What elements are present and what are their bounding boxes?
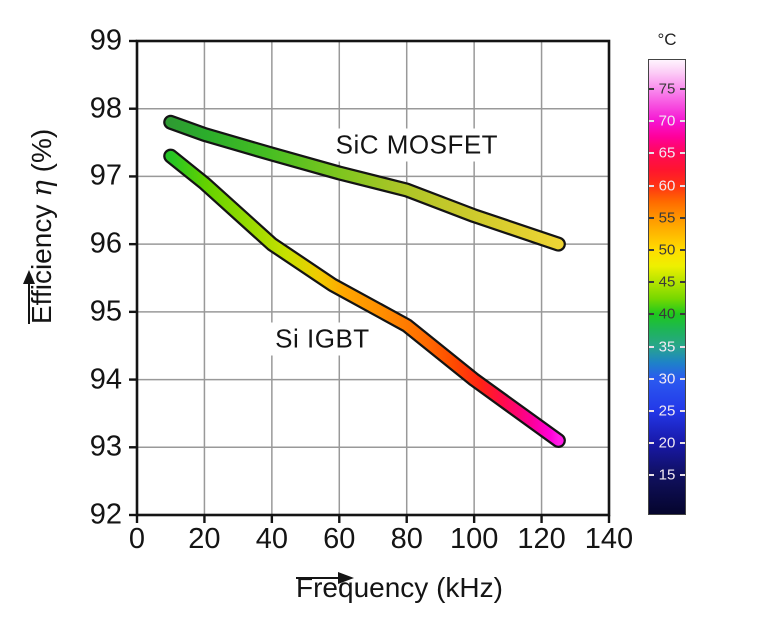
y-axis-title: Efficiency η (%) — [21, 32, 61, 324]
plot-frame — [135, 39, 611, 517]
colorbar-tick-dash — [649, 184, 654, 187]
colorbar-tick-label: 35 — [658, 338, 676, 356]
colorbar-tick-dash — [680, 120, 685, 123]
x-tick-label: 60 — [323, 523, 356, 555]
x-axis-title: Frequency (kHz) — [296, 570, 596, 606]
colorbar-tick-label: 50 — [658, 241, 676, 259]
colorbar-tick-label: 55 — [658, 209, 676, 227]
colorbar-tick-dash — [680, 313, 685, 316]
colorbar-tick-dash — [680, 216, 685, 219]
colorbar-tick-label: 30 — [658, 370, 676, 388]
colorbar-tick-dash — [680, 248, 685, 251]
colorbar-tick-dash — [680, 377, 685, 380]
colorbar-tick-label: 15 — [658, 466, 676, 484]
colorbar-tick-label: 20 — [658, 434, 676, 452]
y-axis-arrow-icon — [23, 270, 35, 324]
y-tick-label: 97 — [89, 159, 122, 192]
colorbar-tick-label: 65 — [658, 144, 676, 162]
colorbar-tick-dash — [680, 184, 685, 187]
colorbar-tick-dash — [649, 474, 654, 477]
colorbar-tick-dash — [680, 152, 685, 155]
y-tick-label: 92 — [89, 498, 122, 531]
colorbar-tick-dash — [680, 345, 685, 348]
colorbar-tick-label: 45 — [658, 273, 676, 291]
x-tick-label: 0 — [128, 523, 146, 555]
eta-symbol: η — [24, 180, 58, 197]
colorbar-tick-dash — [649, 409, 654, 412]
colorbar-tick-dash — [649, 313, 654, 316]
y-tick-label: 94 — [89, 363, 122, 396]
colorbar-tick-dash — [680, 474, 685, 477]
x-tick-label: 40 — [255, 523, 288, 555]
colorbar-tick-dash — [680, 87, 685, 90]
colorbar-tick-dash — [680, 409, 685, 412]
x-axis-arrow-icon — [296, 572, 354, 584]
colorbar-tick-label: 60 — [658, 177, 676, 195]
colorbar-tick-label: 70 — [658, 112, 676, 130]
colorbar-tick-dash — [680, 442, 685, 445]
x-tick-label: 80 — [390, 523, 423, 555]
y-tick-label: 93 — [89, 430, 122, 463]
curve-si-igbt — [165, 150, 564, 446]
colorbar-tick-label: 25 — [658, 402, 676, 420]
colorbar-tick-dash — [649, 442, 654, 445]
x-tick-label: 120 — [517, 523, 566, 555]
temperature-colorbar: 75 70 65 60 55 50 45 40 35 30 25 20 15 — [648, 59, 686, 515]
colorbar-tick-dash — [649, 248, 654, 251]
colorbar-title: °C — [657, 30, 677, 49]
colorbar-tick-dash — [649, 281, 654, 284]
colorbar-tick-dash — [649, 152, 654, 155]
colorbar-tick-dash — [649, 120, 654, 123]
colorbar-tick-dash — [649, 377, 654, 380]
curve-label-si-igbt: Si IGBT — [270, 322, 375, 356]
y-tick-label: 98 — [89, 92, 122, 125]
curve-label-sic-mosfet: SiC MOSFET — [330, 128, 504, 162]
curve-sic-mosfet — [165, 117, 564, 250]
y-tick-label: 95 — [89, 295, 122, 328]
colorbar-tick-label: 75 — [658, 80, 676, 98]
colorbar-tick-label: 40 — [658, 305, 676, 323]
y-tick-label: 99 — [89, 24, 122, 57]
x-tick-label: 20 — [188, 523, 221, 555]
colorbar-tick-dash — [649, 87, 654, 90]
x-tick-label: 140 — [584, 523, 634, 555]
y-tick-label: 96 — [89, 227, 122, 260]
colorbar-tick-dash — [680, 281, 685, 284]
colorbar-tick-dash — [649, 216, 654, 219]
x-tick-label: 100 — [449, 523, 499, 555]
colorbar-tick-dash — [649, 345, 654, 348]
